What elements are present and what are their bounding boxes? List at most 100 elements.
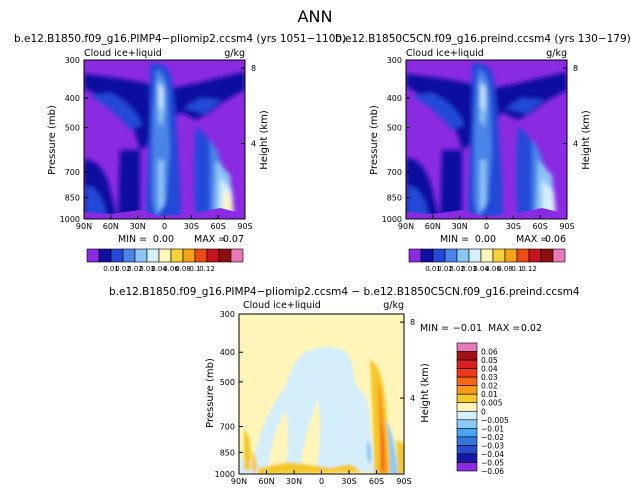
left-x-tick-label: 60S — [211, 222, 226, 231]
right-colorbar-label: 0.04 — [473, 265, 489, 273]
left-colorbar-swatch — [158, 248, 172, 263]
right-tropical-light — [480, 80, 487, 212]
diff-right-positive — [396, 440, 404, 474]
diff-colorbar-label: 0.02 — [481, 382, 498, 391]
diff-units-label: g/kg — [383, 300, 404, 311]
left-x-tick-label: 60N — [103, 222, 119, 231]
right-x-tick-label: 90S — [559, 222, 574, 231]
diff-colorbar-swatch — [456, 462, 478, 472]
left-y-tick-label: 300 — [65, 56, 80, 65]
diff-colorbar-label: −0.05 — [481, 458, 504, 467]
right-y2-tick-label: 8 — [573, 64, 578, 73]
diff-y2-tick-label: 8 — [410, 318, 415, 327]
left-colorbar-swatch — [146, 248, 160, 263]
left-upper-band-inner — [90, 93, 222, 130]
left-y-tick-label: 400 — [65, 94, 80, 103]
right-tropical-core — [474, 70, 492, 219]
left-colorbar-label: 0.04 — [151, 265, 167, 273]
diff-x-tick-label: 90S — [396, 477, 411, 486]
left-colorbar-swatch — [134, 248, 148, 263]
left-panel-title: b.e12.B1850.f09_g16.PIMP4−pliomip2.ccsm4… — [14, 33, 346, 45]
left-tropical-core — [152, 70, 170, 219]
left-axis-ticks: 90N 60N 30N 0 30S 60S 90S 300 400 500 700 850 1000 8 4 — [60, 56, 256, 231]
right-y-tick-label: 700 — [387, 168, 402, 177]
right-colorbar-label: 0.01 — [425, 265, 441, 273]
right-x-tick-label: 30N — [452, 222, 468, 231]
diff-colorbar-swatch — [456, 453, 478, 463]
left-colorbar-label: 0.1 — [189, 265, 200, 273]
diff-colorbar-label: 0.03 — [481, 373, 498, 382]
right-colorbar-label: 0.06 — [485, 265, 501, 273]
left-x-tick-label: 30S — [184, 222, 199, 231]
left-colorbar-label: 0.02 — [115, 265, 131, 273]
left-x-tick-label: 90S — [237, 222, 252, 231]
diff-colorbar-swatch — [456, 428, 478, 438]
diff-y-tick-label: 850 — [220, 448, 235, 457]
left-lower-left-inner — [86, 186, 107, 219]
right-min-value: 0.00 — [475, 234, 496, 245]
diff-colorbar-swatch — [456, 385, 478, 395]
left-tropical-light — [158, 80, 165, 212]
right-colorbar-label: 0.02 — [437, 265, 453, 273]
right-colorbar-swatch — [408, 248, 422, 263]
right-field — [406, 63, 567, 219]
left-colorbar-swatch — [206, 248, 220, 263]
left-min-label: MIN = — [118, 234, 147, 245]
left-x-tick-label: 90N — [76, 222, 92, 231]
right-panel-title: b.e12.B1850C5CN.f09_g16.preind.ccsm4 (yr… — [335, 33, 631, 45]
right-panel: Cloud ice+liquid g/kg 90N 60N 30N — [369, 48, 592, 273]
diff-colorbar-label: 0.06 — [481, 348, 498, 357]
diff-plot-area — [239, 314, 404, 474]
left-panel: Cloud ice+liquid g/kg — [47, 48, 270, 273]
right-colorbar-label: 0.12 — [521, 265, 537, 273]
right-colorbar: 0.010.020.020.030.040.060.080.10.12 — [408, 248, 566, 273]
left-x-tick-label: 30N — [130, 222, 146, 231]
right-units-label: g/kg — [546, 48, 567, 59]
right-x-tick-label: 30S — [506, 222, 521, 231]
right-y-tick-label: 1000 — [382, 215, 402, 224]
right-y-tick-label: 400 — [387, 94, 402, 103]
left-units-label: g/kg — [224, 48, 245, 59]
diff-colorbar-label: 0.01 — [481, 390, 498, 399]
right-x-tick-label: 90N — [398, 222, 414, 231]
diff-south-negative — [386, 420, 398, 474]
left-colorbar-label: 0.08 — [175, 265, 191, 273]
diff-colorbar-label: −0.005 — [481, 416, 509, 425]
diff-colorbar-swatch — [456, 368, 478, 378]
diff-y2-tick-label: 4 — [410, 394, 415, 403]
diff-colorbar-swatch — [456, 436, 478, 446]
diff-colorbar-swatch — [456, 351, 478, 361]
right-bottom-terrain — [406, 208, 567, 219]
diff-colorbar: 0.060.050.040.030.020.010.0050−0.005−0.0… — [456, 342, 509, 476]
diff-max-value: 0.02 — [521, 323, 542, 334]
right-max-label: MAX = — [516, 234, 548, 245]
diff-south-negative-2 — [366, 440, 372, 464]
diff-colorbar-swatch — [456, 445, 478, 455]
left-y2-tick-label: 8 — [251, 64, 256, 73]
diff-colorbar-label: 0.04 — [481, 365, 498, 374]
right-upper-band-inner — [412, 93, 544, 130]
left-arctic-column — [118, 150, 140, 219]
left-colorbar-swatch — [98, 248, 112, 263]
right-y-tick-label: 500 — [387, 123, 402, 132]
diff-min-label: MIN = — [420, 323, 449, 334]
diff-panel-title: b.e12.B1850.f09_g16.PIMP4−pliomip2.ccsm4… — [109, 286, 580, 298]
right-plot-area — [406, 60, 567, 219]
left-y-tick-label: 700 — [65, 168, 80, 177]
diff-colorbar-swatch — [456, 402, 478, 412]
left-colorbar-swatch — [194, 248, 208, 263]
right-x-tick-label: 60N — [425, 222, 441, 231]
left-max-label: MAX = — [194, 234, 226, 245]
right-variable-label: Cloud ice+liquid — [406, 48, 484, 59]
left-colorbar-swatch — [230, 248, 244, 263]
left-plot-area — [84, 60, 245, 219]
diff-colorbar-swatch — [456, 393, 478, 404]
left-tropical-pale — [159, 84, 163, 112]
diff-y-tick-label: 300 — [220, 310, 235, 319]
diff-positive-patch-1 — [268, 412, 289, 474]
right-colorbar-swatch — [420, 248, 434, 263]
diff-colorbar-swatch — [456, 410, 478, 421]
right-x-tick-label: 0 — [484, 222, 489, 231]
diff-colorbar-label: 0.05 — [481, 356, 498, 365]
